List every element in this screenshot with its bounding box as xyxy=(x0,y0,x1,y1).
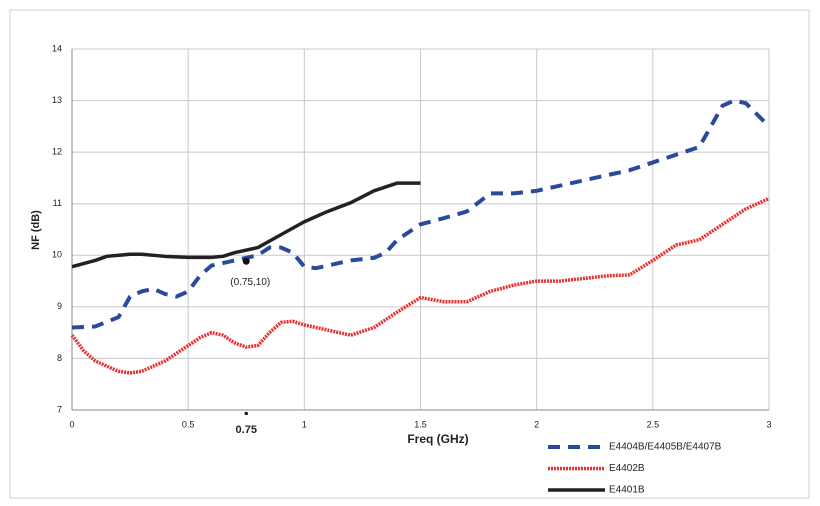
y-tick-label: 11 xyxy=(53,198,62,208)
y-tick-label: 8 xyxy=(57,353,62,363)
annotation-tick xyxy=(244,412,248,415)
y-tick-label: 9 xyxy=(57,301,62,311)
annotation: (0.75,10) xyxy=(230,277,270,288)
y-tick-label: 13 xyxy=(52,95,62,105)
legend-label: E4401B xyxy=(609,485,645,496)
x-axis-label: Freq (GHz) xyxy=(407,432,468,446)
x-tick-label: 3 xyxy=(766,419,771,429)
x-tick-label: 2 xyxy=(534,419,539,429)
x-tick-label: 1 xyxy=(302,419,307,429)
series-line xyxy=(71,98,771,330)
x-tick-label: 1.5 xyxy=(414,419,427,429)
y-tick-label: 7 xyxy=(57,404,62,414)
legend-label: E4402B xyxy=(609,463,645,474)
y-tick-label: 14 xyxy=(52,43,62,53)
annotation: 0.75 xyxy=(236,424,257,436)
x-tick-label: 2.5 xyxy=(647,419,660,429)
annotation-point xyxy=(242,257,250,265)
series-line xyxy=(71,181,421,269)
y-tick-label: 12 xyxy=(52,147,62,157)
y-tick-label: 10 xyxy=(52,250,62,260)
legend-label: E4404B/E4405B/E4407B xyxy=(609,442,722,453)
y-axis-label: NF (dB) xyxy=(30,210,42,250)
x-tick-label: 0 xyxy=(69,419,74,429)
frame xyxy=(9,9,810,499)
x-tick-label: 0.5 xyxy=(182,419,195,429)
series-line xyxy=(70,196,770,375)
